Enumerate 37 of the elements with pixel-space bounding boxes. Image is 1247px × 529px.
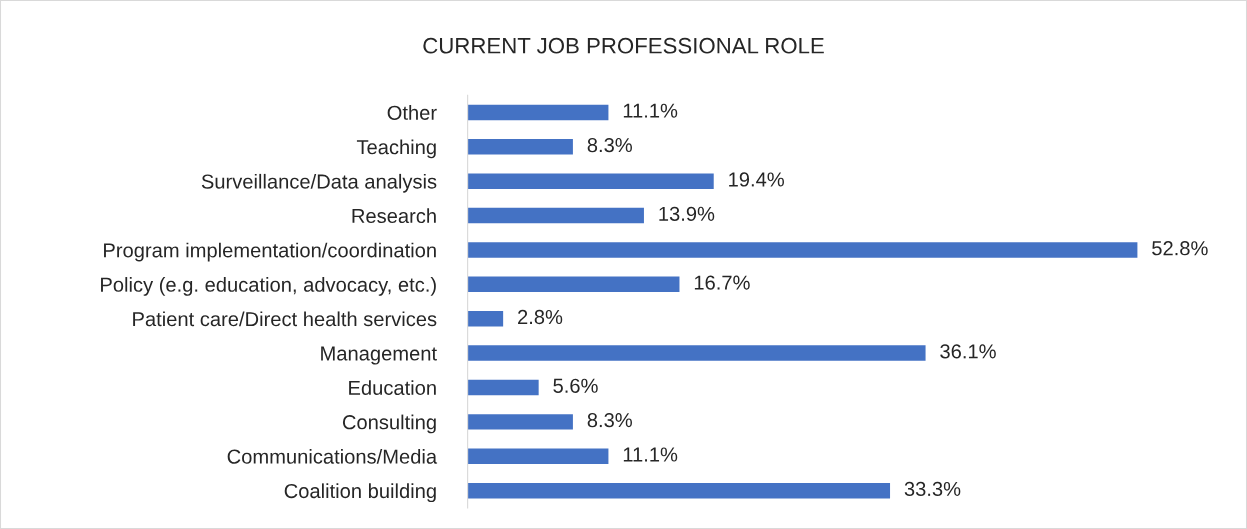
data-label: 16.7% bbox=[694, 275, 750, 290]
bar bbox=[467, 345, 926, 361]
data-label: 8.3% bbox=[587, 137, 632, 153]
bar bbox=[467, 242, 1138, 258]
bar bbox=[467, 173, 714, 189]
bar bbox=[467, 414, 573, 430]
data-label: 8.3% bbox=[587, 413, 632, 428]
data-label: 33.3% bbox=[904, 481, 961, 497]
bar bbox=[467, 379, 539, 396]
y-tick-label: Management bbox=[321, 346, 437, 365]
y-tick-label: Program implementation/coordination bbox=[104, 242, 436, 262]
data-label: 5.6% bbox=[553, 378, 598, 393]
y-tick-label: Consulting bbox=[342, 414, 436, 434]
data-label: 36.1% bbox=[940, 344, 996, 359]
y-tick-label: Teaching bbox=[356, 139, 436, 159]
data-label: 13.9% bbox=[659, 206, 715, 221]
chart-title: CURRENT JOB PROFESSIONAL ROLE bbox=[423, 37, 824, 54]
y-tick-label: Education bbox=[349, 380, 436, 395]
y-tick-label: Coalition building bbox=[284, 483, 436, 503]
y-tick-label: Other bbox=[387, 105, 437, 120]
bar bbox=[467, 104, 609, 121]
bar bbox=[467, 310, 504, 327]
data-label: 11.1% bbox=[623, 103, 678, 118]
data-label: 11.1% bbox=[623, 447, 678, 462]
y-tick-label: Policy (e.g. education, advocacy, etc.) bbox=[101, 277, 436, 296]
bar bbox=[467, 482, 891, 499]
y-tick-label: Research bbox=[352, 208, 436, 224]
data-label: 2.8% bbox=[518, 309, 563, 325]
y-tick-label: Patient care/Direct health services bbox=[133, 311, 437, 327]
bar bbox=[467, 139, 573, 155]
bar bbox=[467, 276, 680, 293]
bar bbox=[467, 448, 609, 464]
bar bbox=[467, 207, 644, 224]
data-label: 19.4% bbox=[729, 172, 784, 187]
data-label: 52.8% bbox=[1152, 241, 1208, 256]
y-tick-label: Communications/Media bbox=[227, 448, 438, 464]
y-tick-label: Surveillance/Data analysis bbox=[201, 173, 437, 193]
